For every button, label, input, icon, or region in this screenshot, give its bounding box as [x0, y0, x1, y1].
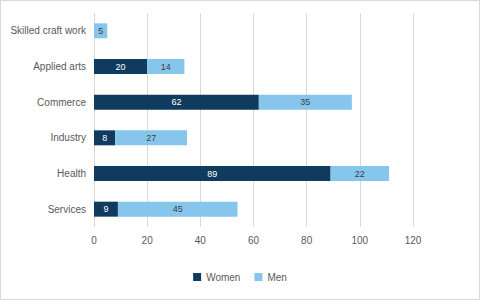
svg-text:20: 20 [142, 235, 154, 246]
svg-text:20: 20 [116, 62, 126, 72]
svg-text:80: 80 [301, 235, 313, 246]
svg-text:9: 9 [103, 204, 108, 214]
svg-text:Skilled craft work: Skilled craft work [10, 25, 87, 36]
svg-text:Men: Men [267, 272, 286, 283]
svg-text:0: 0 [91, 235, 97, 246]
svg-text:89: 89 [207, 169, 217, 179]
svg-text:8: 8 [102, 133, 107, 143]
svg-text:60: 60 [248, 235, 260, 246]
svg-text:Industry: Industry [50, 132, 86, 143]
svg-text:45: 45 [173, 204, 183, 214]
svg-text:5: 5 [98, 26, 103, 36]
svg-text:Women: Women [206, 272, 240, 283]
svg-text:120: 120 [405, 235, 422, 246]
svg-text:22: 22 [355, 169, 365, 179]
svg-text:Commerce: Commerce [37, 97, 86, 108]
svg-text:Applied arts: Applied arts [33, 61, 86, 72]
svg-text:35: 35 [300, 97, 310, 107]
svg-text:Health: Health [57, 168, 86, 179]
svg-text:100: 100 [351, 235, 368, 246]
svg-text:Services: Services [48, 204, 86, 215]
svg-text:27: 27 [146, 133, 156, 143]
svg-text:40: 40 [195, 235, 207, 246]
svg-text:62: 62 [171, 97, 181, 107]
svg-text:14: 14 [161, 62, 171, 72]
